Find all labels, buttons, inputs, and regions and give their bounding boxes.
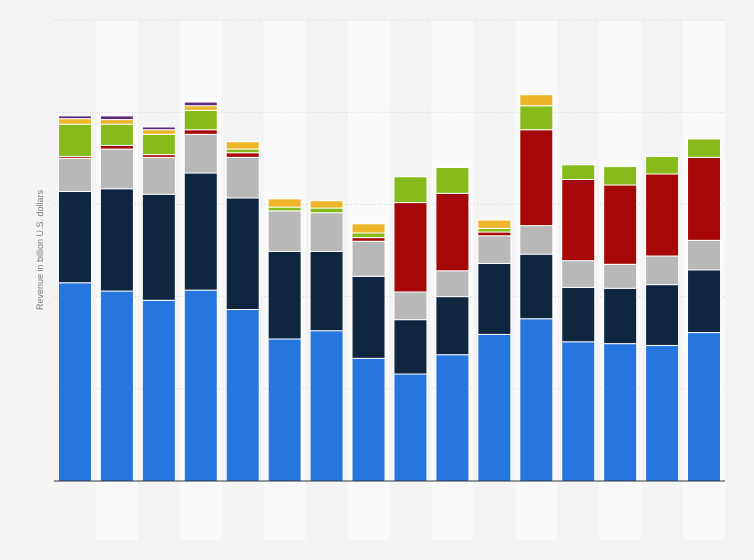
bar-segment-15-series-4	[645, 173, 680, 257]
bar-segment-13-series-4	[561, 179, 596, 262]
bar-segment-12-series-4	[519, 129, 554, 227]
bar-segment-12-series-5	[519, 105, 554, 131]
bar-segment-5-series-1	[225, 309, 260, 482]
bar-segment-1-series-5	[57, 123, 92, 157]
bar-segment-8-series-6	[351, 223, 386, 234]
bar-segment-2-series-6	[99, 119, 134, 125]
bar-segment-8-series-3	[351, 240, 386, 277]
bar-segment-9-series-3	[393, 291, 428, 321]
bar-segment-4-series-7	[183, 101, 218, 107]
bar-segment-8-series-5	[351, 232, 386, 239]
bar-segment-10-series-4	[435, 192, 470, 272]
bar-segment-12-series-3	[519, 225, 554, 255]
bar-segment-14-series-4	[603, 184, 638, 265]
bar-segment-7-series-5	[309, 207, 344, 214]
bar-segment-1-series-6	[57, 118, 92, 125]
bar-segment-15-series-1	[645, 344, 680, 482]
bar-segment-6-series-1	[267, 338, 302, 482]
bar-segment-14-series-3	[603, 263, 638, 289]
bar-segment-2-series-5	[99, 123, 134, 146]
bar-segment-11-series-3	[477, 235, 512, 264]
bars	[57, 94, 722, 482]
bar-segment-13-series-3	[561, 260, 596, 288]
bar-segment-2-series-7	[99, 115, 134, 121]
bar-segment-8-series-4	[351, 237, 386, 242]
bar-segment-5-series-6	[225, 141, 260, 150]
y-axis-label: Revenue in billion U.S. dollars	[35, 189, 45, 310]
bar-segment-10-series-2	[435, 296, 470, 356]
bar-segment-13-series-5	[561, 164, 596, 181]
bar-segment-12-series-6	[519, 94, 554, 107]
bar-segment-2-series-1	[99, 290, 134, 482]
bar-segment-7-series-2	[309, 250, 344, 332]
bar-segment-16-series-3	[687, 239, 722, 271]
bar-segment-16-series-4	[687, 156, 722, 241]
bar-segment-6-series-5	[267, 206, 302, 212]
bar-segment-11-series-4	[477, 231, 512, 237]
bar-segment-5-series-5	[225, 148, 260, 154]
bar-segment-11-series-2	[477, 262, 512, 335]
bar-segment-3-series-3	[141, 156, 176, 195]
bar-segment-12-series-1	[519, 318, 554, 482]
bar-segment-4-series-6	[183, 105, 218, 111]
bar-segment-7-series-1	[309, 330, 344, 482]
bar-segment-9-series-1	[393, 373, 428, 482]
bar-segment-10-series-5	[435, 167, 470, 194]
bar-segment-13-series-2	[561, 286, 596, 343]
bar-segment-1-series-3	[57, 157, 92, 192]
bar-segment-5-series-4	[225, 152, 260, 158]
bar-segment-4-series-5	[183, 109, 218, 131]
bar-segment-1-series-2	[57, 190, 92, 284]
bar-segment-2-series-3	[99, 148, 134, 190]
bar-segment-7-series-3	[309, 212, 344, 252]
bar-segment-4-series-3	[183, 133, 218, 174]
bar-segment-14-series-1	[603, 343, 638, 482]
bar-segment-11-series-1	[477, 333, 512, 482]
bar-segment-10-series-1	[435, 354, 470, 482]
bar-segment-11-series-6	[477, 219, 512, 229]
bar-segment-5-series-2	[225, 197, 260, 311]
bar-segment-3-series-6	[141, 129, 176, 135]
bar-segment-4-series-4	[183, 129, 218, 135]
bar-segment-9-series-2	[393, 319, 428, 375]
bar-segment-10-series-3	[435, 270, 470, 298]
bar-segment-9-series-4	[393, 202, 428, 293]
bar-segment-2-series-4	[99, 144, 134, 150]
bar-segment-6-series-3	[267, 210, 302, 252]
bar-segment-8-series-2	[351, 275, 386, 359]
bar-segment-16-series-1	[687, 332, 722, 482]
bar-segment-2-series-2	[99, 188, 134, 292]
bar-segment-6-series-6	[267, 198, 302, 208]
bar-segment-14-series-5	[603, 166, 638, 186]
bar-segment-16-series-5	[687, 138, 722, 158]
bar-segment-3-series-7	[141, 126, 176, 131]
bar-segment-14-series-2	[603, 287, 638, 345]
bar-segment-1-series-7	[57, 115, 92, 120]
bar-segment-16-series-2	[687, 269, 722, 334]
bar-segment-15-series-5	[645, 155, 680, 175]
bar-segment-15-series-3	[645, 255, 680, 286]
bar-segment-1-series-1	[57, 282, 92, 482]
bar-segment-3-series-2	[141, 193, 176, 301]
bar-segment-7-series-6	[309, 200, 344, 209]
bar-segment-4-series-1	[183, 289, 218, 482]
bar-segment-5-series-3	[225, 156, 260, 199]
bar-segment-11-series-5	[477, 227, 512, 233]
bar-segment-12-series-2	[519, 253, 554, 320]
bar-segment-8-series-1	[351, 357, 386, 482]
bar-segment-13-series-1	[561, 341, 596, 482]
bar-segment-6-series-2	[267, 250, 302, 340]
bar-segment-15-series-2	[645, 284, 680, 346]
bar-segment-4-series-2	[183, 172, 218, 291]
bar-segment-9-series-5	[393, 176, 428, 204]
bar-segment-3-series-5	[141, 133, 176, 156]
bar-segment-3-series-1	[141, 299, 176, 482]
